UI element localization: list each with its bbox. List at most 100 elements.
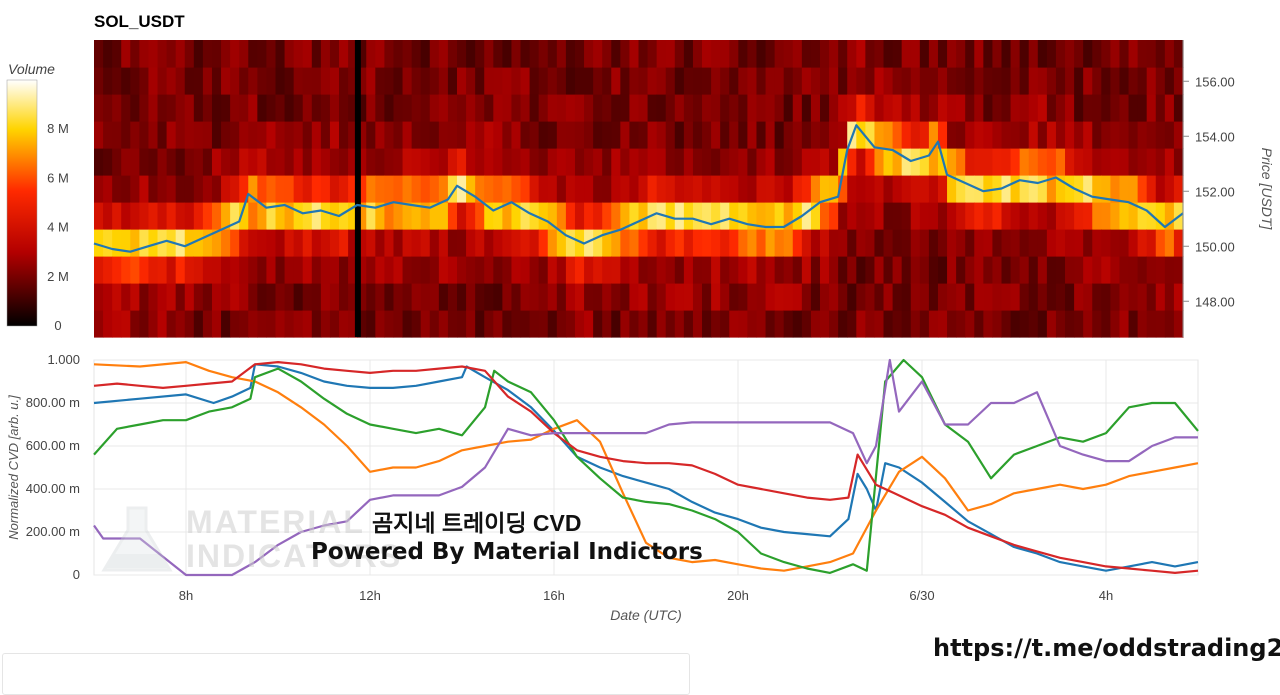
heatmap-cell <box>329 121 340 149</box>
heatmap-cell <box>1155 40 1166 68</box>
heatmap-cell <box>1101 256 1111 284</box>
heatmap-cell <box>956 175 966 203</box>
heatmap-cell <box>720 67 730 95</box>
heatmap-cell <box>556 310 567 338</box>
heatmap-cell <box>629 175 640 203</box>
cvd-y-tick-label: 1.000 <box>47 352 80 367</box>
heatmap-cell <box>339 94 349 122</box>
heatmap-cell <box>647 94 658 122</box>
heatmap-cell <box>565 121 576 149</box>
heatmap-cell <box>275 148 286 176</box>
heatmap-cell <box>466 121 476 149</box>
heatmap-cell <box>121 94 131 122</box>
heatmap-cell <box>647 40 658 68</box>
heatmap-cell <box>901 229 912 257</box>
heatmap-cell <box>810 229 821 257</box>
heatmap-cell <box>928 229 939 257</box>
heatmap-cell <box>874 175 885 203</box>
heatmap-cell <box>702 202 712 230</box>
heatmap-cell <box>302 283 313 311</box>
heatmap-cell <box>447 256 458 284</box>
heatmap-cell <box>756 121 767 149</box>
heatmap-cell <box>1092 229 1102 257</box>
heatmap-cell <box>747 67 758 95</box>
heatmap-cell <box>702 229 712 257</box>
heatmap-cell <box>193 67 204 95</box>
heatmap-cell <box>792 256 803 284</box>
heatmap-cell <box>847 175 857 203</box>
heatmap-cell <box>1019 256 1030 284</box>
heatmap-cell <box>565 202 576 230</box>
heatmap-cell <box>602 67 612 95</box>
heatmap-cell <box>856 256 866 284</box>
heatmap-cell <box>629 148 640 176</box>
heatmap-cell <box>584 67 594 95</box>
heatmap-cell <box>1137 229 1148 257</box>
heatmap-cell <box>1128 67 1139 95</box>
heatmap-cell <box>329 148 340 176</box>
heatmap-cell <box>1019 121 1030 149</box>
heatmap-cell <box>320 94 331 122</box>
heatmap-cell <box>1092 283 1102 311</box>
heatmap-cell <box>638 40 649 68</box>
heatmap-cell <box>584 229 594 257</box>
heatmap-cell <box>720 148 730 176</box>
heatmap-cell <box>829 148 839 176</box>
overlay-korean-title: 곰지네 트레이딩 CVD <box>372 510 582 536</box>
heatmap-cell <box>1137 148 1148 176</box>
heatmap-cell <box>384 229 395 257</box>
heatmap-cell <box>348 148 358 176</box>
heatmap-cell <box>529 283 540 311</box>
heatmap-cell <box>121 283 131 311</box>
heatmap-cell <box>747 121 758 149</box>
heatmap-cell <box>175 40 186 68</box>
heatmap-cell <box>438 283 449 311</box>
heatmap-cell <box>348 256 358 284</box>
heatmap-cell <box>774 310 785 338</box>
heatmap-cell <box>348 310 358 338</box>
heatmap-cell <box>593 121 603 149</box>
heatmap-cell <box>157 283 168 311</box>
heatmap-cell <box>1173 94 1184 122</box>
heatmap-cell <box>329 256 340 284</box>
heatmap-cell <box>484 283 494 311</box>
heatmap-cell <box>665 94 676 122</box>
heatmap-cell <box>302 202 313 230</box>
heatmap-cell <box>1164 175 1175 203</box>
heatmap-cell <box>94 148 104 176</box>
heatmap-cell <box>493 202 503 230</box>
heatmap-cell <box>765 40 776 68</box>
heatmap-cell <box>874 256 885 284</box>
heatmap-cell <box>547 121 558 149</box>
heatmap-cell <box>1028 121 1039 149</box>
heatmap-cell <box>547 256 558 284</box>
heatmap-cell <box>1001 67 1012 95</box>
heatmap-cell <box>529 229 540 257</box>
heatmap-cell <box>475 283 485 311</box>
heatmap-cell <box>148 202 159 230</box>
heatmap-cell <box>275 121 286 149</box>
heatmap-cell <box>792 67 803 95</box>
heatmap-cell <box>1155 202 1166 230</box>
heatmap-cell <box>1155 256 1166 284</box>
heatmap-cell <box>475 202 485 230</box>
heatmap-cell <box>1037 40 1048 68</box>
heatmap-cell <box>157 310 168 338</box>
heatmap-cell <box>402 94 413 122</box>
heatmap-cell <box>611 256 621 284</box>
heatmap-cell <box>1065 310 1075 338</box>
heatmap-cell <box>302 121 313 149</box>
heatmap-cell <box>856 94 866 122</box>
heatmap-cell <box>838 175 848 203</box>
telegram-link[interactable]: https://t.me/oddstrading2 <box>933 634 1280 662</box>
heatmap-cell <box>1010 94 1021 122</box>
heatmap-cell <box>638 121 649 149</box>
heatmap-cell <box>729 148 739 176</box>
heatmap-cell <box>901 67 912 95</box>
heatmap-cell <box>139 148 150 176</box>
heatmap-cell <box>856 229 866 257</box>
heatmap-cell <box>1065 40 1075 68</box>
heatmap-cell <box>1119 121 1130 149</box>
heatmap-cell <box>130 94 140 122</box>
